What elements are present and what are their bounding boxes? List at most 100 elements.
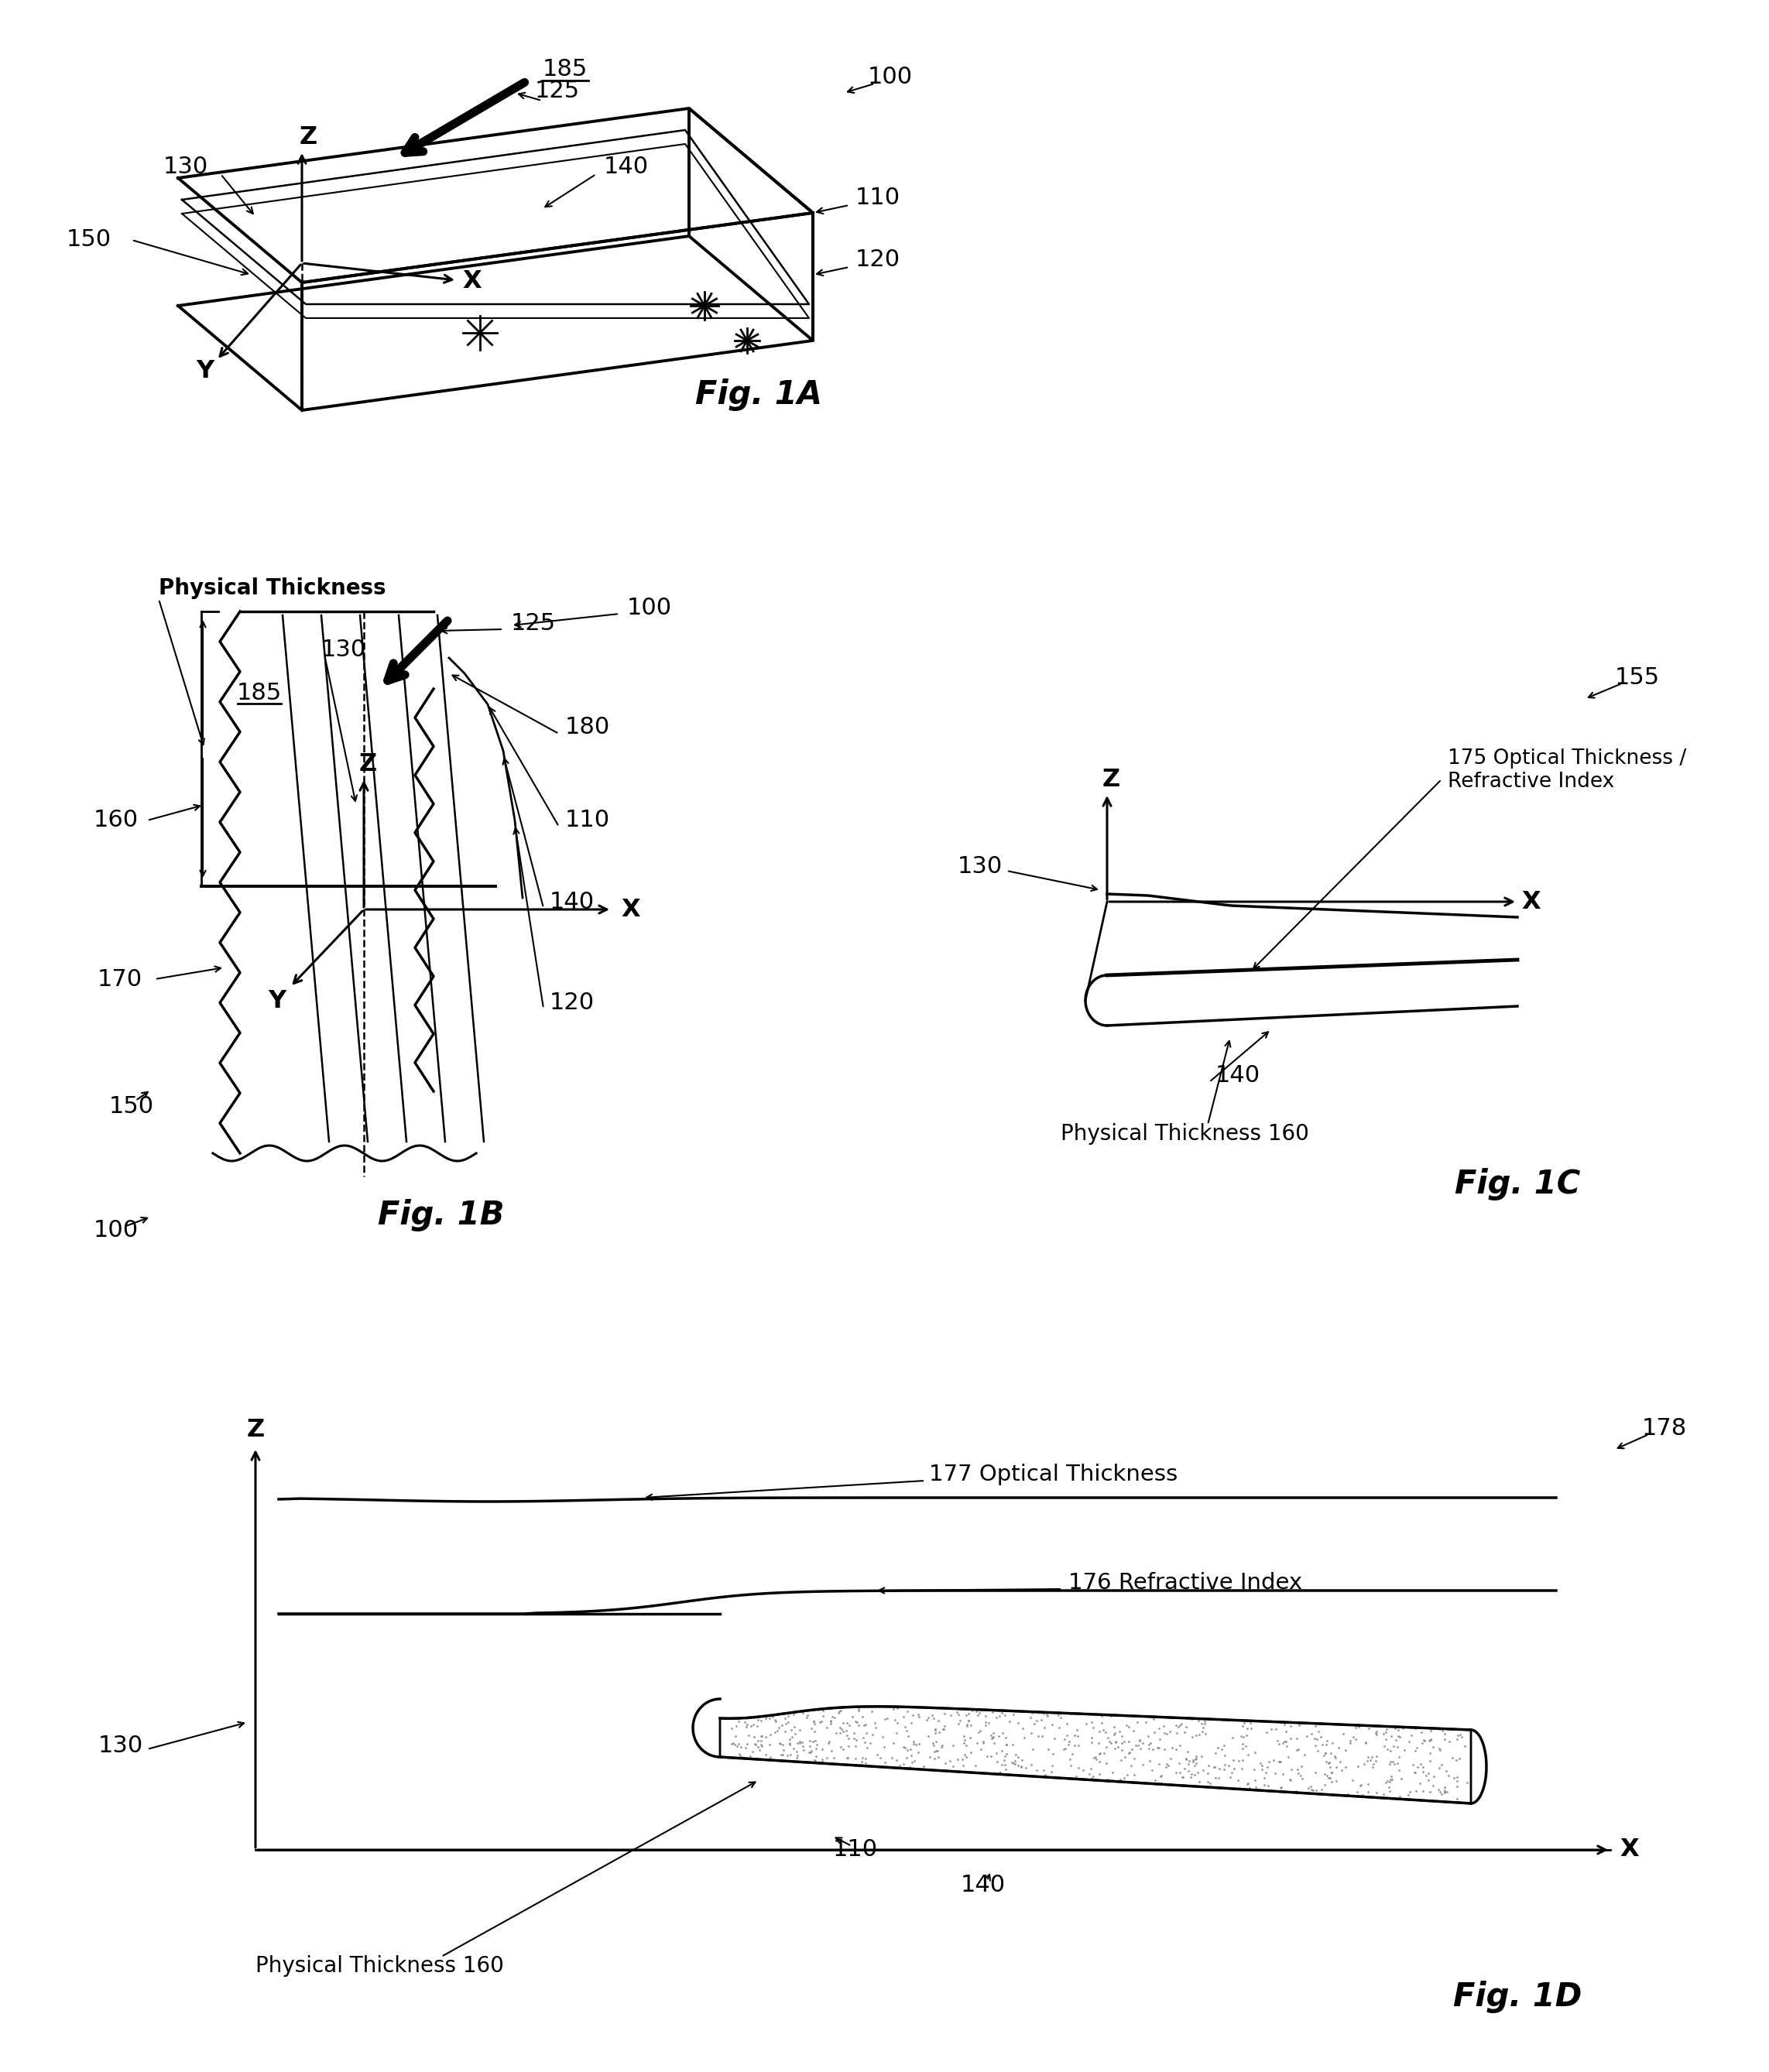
Point: [1376, 1734, 1405, 1767]
Point: [1210, 1749, 1238, 1782]
Point: [1252, 1757, 1281, 1790]
Point: [1040, 1722, 1068, 1755]
Point: [1072, 1707, 1100, 1740]
Text: Physical Thickness 160: Physical Thickness 160: [1060, 1123, 1309, 1144]
Point: [1033, 1699, 1061, 1732]
Point: [1077, 1751, 1106, 1784]
Point: [925, 1716, 953, 1749]
Point: [807, 1705, 835, 1738]
Point: [1099, 1755, 1127, 1788]
Point: [1095, 1724, 1123, 1757]
Point: [1159, 1732, 1187, 1765]
Point: [808, 1745, 837, 1778]
Text: 110: 110: [833, 1838, 877, 1861]
Point: [1079, 1740, 1107, 1774]
Point: [1410, 1724, 1438, 1757]
Point: [893, 1695, 922, 1728]
Point: [1362, 1745, 1390, 1778]
Point: [1139, 1703, 1168, 1736]
Point: [805, 1705, 833, 1738]
Point: [732, 1730, 761, 1763]
Point: [847, 1749, 876, 1782]
Point: [743, 1730, 771, 1763]
Point: [991, 1738, 1019, 1772]
Point: [1336, 1724, 1364, 1757]
Point: [1445, 1743, 1474, 1776]
Point: [833, 1705, 862, 1738]
Point: [778, 1732, 807, 1765]
Point: [800, 1707, 828, 1740]
Point: [803, 1693, 831, 1726]
Point: [976, 1740, 1005, 1774]
Point: [789, 1697, 817, 1730]
Point: [766, 1726, 794, 1759]
Point: [1229, 1720, 1258, 1753]
Point: [1153, 1749, 1182, 1782]
Point: [1445, 1718, 1474, 1751]
Point: [1378, 1745, 1406, 1778]
Point: [918, 1726, 946, 1759]
Point: [925, 1753, 953, 1786]
Point: [784, 1738, 812, 1772]
Point: [1088, 1699, 1116, 1732]
Point: [1415, 1736, 1444, 1769]
Point: [1107, 1726, 1136, 1759]
Point: [1091, 1747, 1120, 1780]
Point: [1426, 1714, 1454, 1747]
Point: [1321, 1765, 1350, 1798]
Point: [939, 1749, 968, 1782]
Point: [800, 1705, 828, 1738]
Point: [1419, 1769, 1447, 1803]
Point: [1275, 1763, 1304, 1796]
Point: [1359, 1747, 1387, 1780]
Point: [770, 1738, 798, 1772]
Text: 150: 150: [67, 228, 111, 251]
Point: [1228, 1753, 1256, 1786]
Point: [1173, 1734, 1201, 1767]
Point: [1178, 1720, 1206, 1753]
Point: [890, 1747, 918, 1780]
Point: [1268, 1726, 1297, 1759]
Point: [1028, 1720, 1056, 1753]
Point: [869, 1720, 897, 1753]
Text: 125: 125: [511, 611, 555, 634]
Point: [1118, 1732, 1146, 1765]
Point: [900, 1728, 929, 1761]
Point: [785, 1714, 814, 1747]
Point: [1275, 1763, 1304, 1796]
Point: [1284, 1732, 1313, 1765]
Point: [957, 1736, 985, 1769]
Point: [1136, 1732, 1164, 1765]
Point: [950, 1726, 978, 1759]
Point: [971, 1705, 999, 1738]
Point: [1431, 1776, 1459, 1809]
Point: [1145, 1730, 1173, 1763]
Point: [1318, 1726, 1346, 1759]
Point: [870, 1703, 899, 1736]
Point: [870, 1730, 899, 1763]
Point: [899, 1699, 927, 1732]
Point: [1210, 1753, 1238, 1786]
Text: 140: 140: [1215, 1065, 1261, 1088]
Point: [1114, 1709, 1143, 1743]
Point: [842, 1743, 870, 1776]
Point: [1284, 1709, 1313, 1743]
Point: [1038, 1736, 1067, 1769]
Point: [1359, 1740, 1387, 1774]
Point: [1208, 1703, 1237, 1736]
Point: [729, 1740, 757, 1774]
Point: [734, 1718, 762, 1751]
Point: [1185, 1718, 1214, 1751]
Point: [1104, 1730, 1132, 1763]
Point: [1028, 1703, 1056, 1736]
Point: [793, 1701, 821, 1734]
Text: Fig. 1D: Fig. 1D: [1452, 1981, 1581, 2014]
Text: 130: 130: [322, 638, 366, 661]
Point: [1150, 1709, 1178, 1743]
Point: [1410, 1724, 1438, 1757]
Point: [1175, 1747, 1203, 1780]
Point: [1107, 1734, 1136, 1767]
Point: [964, 1716, 992, 1749]
Point: [1229, 1728, 1258, 1761]
Point: [1178, 1745, 1206, 1778]
